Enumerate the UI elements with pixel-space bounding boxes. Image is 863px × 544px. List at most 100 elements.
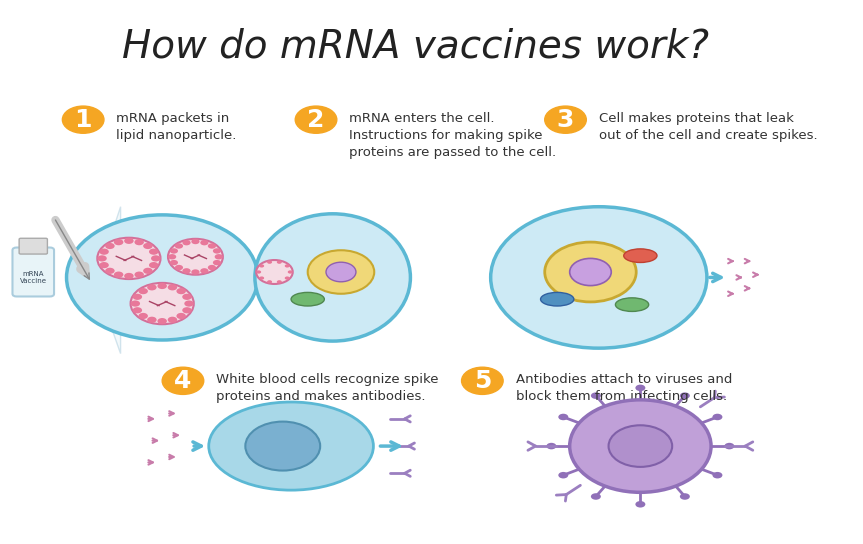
Circle shape xyxy=(208,265,216,270)
Circle shape xyxy=(713,414,722,420)
Circle shape xyxy=(182,307,192,313)
Circle shape xyxy=(98,255,107,262)
Text: How do mRNA vaccines work?: How do mRNA vaccines work? xyxy=(123,27,709,65)
Circle shape xyxy=(143,268,153,274)
Circle shape xyxy=(192,239,199,244)
Circle shape xyxy=(148,284,156,290)
Circle shape xyxy=(295,106,337,133)
Text: 4: 4 xyxy=(174,369,192,393)
Circle shape xyxy=(138,288,148,294)
Circle shape xyxy=(267,280,272,283)
Circle shape xyxy=(591,392,601,399)
Circle shape xyxy=(326,262,356,282)
Circle shape xyxy=(713,472,722,479)
Circle shape xyxy=(162,367,204,394)
Circle shape xyxy=(148,317,156,323)
Circle shape xyxy=(545,106,586,133)
Text: mRNA packets in
lipid nanoparticle.: mRNA packets in lipid nanoparticle. xyxy=(117,112,236,141)
Text: 3: 3 xyxy=(557,108,574,132)
Polygon shape xyxy=(96,207,121,354)
Circle shape xyxy=(308,250,375,294)
Text: Cell makes proteins that leak
out of the cell and create spikes.: Cell makes proteins that leak out of the… xyxy=(599,112,817,141)
Circle shape xyxy=(124,273,134,279)
Circle shape xyxy=(143,243,153,249)
Circle shape xyxy=(545,242,636,302)
Circle shape xyxy=(133,294,142,300)
Circle shape xyxy=(176,313,186,319)
Circle shape xyxy=(157,283,167,289)
Circle shape xyxy=(176,288,186,294)
Circle shape xyxy=(175,243,183,249)
Ellipse shape xyxy=(540,293,574,306)
FancyBboxPatch shape xyxy=(19,238,47,254)
Circle shape xyxy=(285,276,290,280)
Ellipse shape xyxy=(209,402,374,490)
Circle shape xyxy=(99,249,109,255)
Ellipse shape xyxy=(255,214,411,341)
Circle shape xyxy=(62,106,104,133)
Circle shape xyxy=(192,269,199,275)
Circle shape xyxy=(558,472,569,479)
Circle shape xyxy=(182,268,191,274)
Circle shape xyxy=(635,501,646,508)
Circle shape xyxy=(558,414,569,420)
Circle shape xyxy=(135,271,144,278)
Circle shape xyxy=(491,207,707,348)
Circle shape xyxy=(105,268,115,274)
Circle shape xyxy=(168,239,223,275)
Circle shape xyxy=(175,265,183,270)
Text: White blood cells recognize spike
proteins and makes antibodies.: White blood cells recognize spike protei… xyxy=(217,373,438,403)
Circle shape xyxy=(157,318,167,324)
Circle shape xyxy=(608,425,672,467)
Circle shape xyxy=(182,240,191,245)
Circle shape xyxy=(138,313,148,319)
Circle shape xyxy=(182,294,192,300)
Circle shape xyxy=(680,392,690,399)
Circle shape xyxy=(215,254,223,259)
Circle shape xyxy=(151,255,161,262)
Circle shape xyxy=(130,283,194,324)
Circle shape xyxy=(168,254,176,259)
Circle shape xyxy=(277,280,282,283)
Circle shape xyxy=(114,239,123,245)
Circle shape xyxy=(724,443,734,449)
Circle shape xyxy=(256,270,261,274)
Circle shape xyxy=(213,248,221,254)
Circle shape xyxy=(277,261,282,264)
Circle shape xyxy=(462,367,503,394)
Circle shape xyxy=(170,260,178,265)
Circle shape xyxy=(149,262,159,268)
Circle shape xyxy=(170,248,178,254)
Circle shape xyxy=(98,238,161,279)
Circle shape xyxy=(200,240,209,245)
Circle shape xyxy=(130,300,140,307)
Text: mRNA enters the cell.
Instructions for making spike
proteins are passed to the c: mRNA enters the cell. Instructions for m… xyxy=(350,112,557,158)
Circle shape xyxy=(287,270,293,274)
Circle shape xyxy=(185,300,194,307)
Circle shape xyxy=(591,493,601,500)
Text: 1: 1 xyxy=(74,108,92,132)
Ellipse shape xyxy=(624,249,657,263)
Circle shape xyxy=(259,264,264,268)
Circle shape xyxy=(213,260,221,265)
Circle shape xyxy=(546,443,557,449)
Circle shape xyxy=(66,215,258,340)
Circle shape xyxy=(105,243,115,249)
Text: 2: 2 xyxy=(307,108,324,132)
Circle shape xyxy=(256,260,293,284)
Circle shape xyxy=(167,317,177,323)
Ellipse shape xyxy=(291,293,324,306)
Ellipse shape xyxy=(615,298,649,311)
Circle shape xyxy=(259,276,264,280)
Circle shape xyxy=(124,238,134,244)
Circle shape xyxy=(133,307,142,313)
Circle shape xyxy=(267,261,272,264)
Circle shape xyxy=(635,385,646,391)
Text: 5: 5 xyxy=(474,369,491,393)
Circle shape xyxy=(208,243,216,249)
Circle shape xyxy=(285,264,290,268)
Circle shape xyxy=(245,422,320,471)
Circle shape xyxy=(114,271,123,278)
Circle shape xyxy=(200,268,209,274)
FancyBboxPatch shape xyxy=(12,248,54,296)
